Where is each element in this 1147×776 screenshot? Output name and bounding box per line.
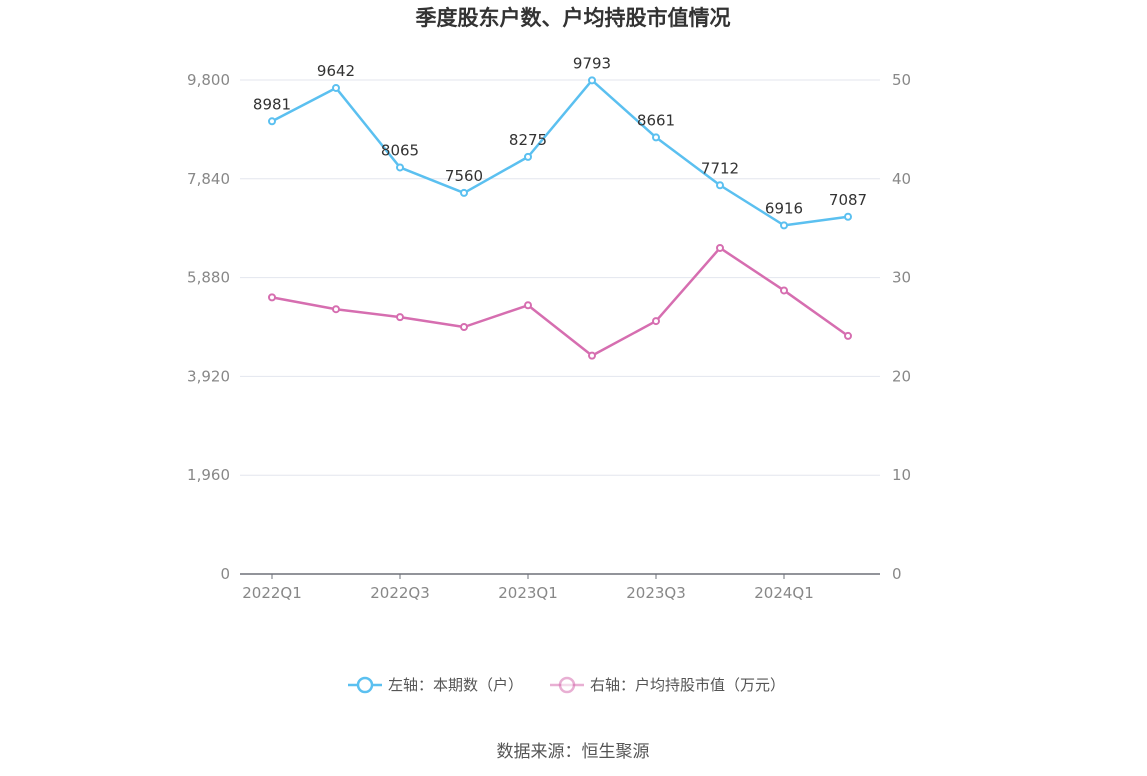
y-left-tick-label: 5,880 [187,269,230,287]
y-right-tick-label: 20 [892,367,911,385]
x-tick-label: 2022Q1 [242,584,302,602]
legend: 左轴：本期数（户） 右轴：户均持股市值（万元） [348,676,785,694]
series-line-2 [271,246,849,357]
data-label: 8275 [509,131,547,149]
data-label: 7087 [829,191,867,209]
data-point-1 [844,212,852,221]
y-right-tick-label: 30 [892,269,911,287]
x-tick-label: 2023Q3 [626,584,686,602]
legend-marker-2 [558,676,576,694]
data-label: 7712 [701,159,739,177]
y-right-tick-label: 50 [892,71,911,89]
y-left-tick-label: 3,920 [187,367,230,385]
data-point-2 [524,301,532,310]
series [268,76,852,360]
data-label: 6916 [765,199,803,217]
data-point-2 [332,305,340,314]
data-point-1 [588,76,596,85]
data-point-1 [780,221,788,230]
data-point-1 [396,163,404,172]
grid-lines [240,79,880,476]
data-point-2 [396,313,404,322]
data-point-1 [652,133,660,142]
y-left-tick-label: 1,960 [187,466,230,484]
y-left-tick-label: 0 [220,565,230,583]
y-right-tick-label: 0 [892,565,902,583]
data-point-1 [716,181,724,190]
y-left-tick-label: 9,800 [187,71,230,89]
series-line-1 [271,79,849,227]
legend-label-2: 右轴：户均持股市值（万元） [590,676,785,694]
data-point-2 [268,293,276,302]
axes: 0 0 1,960 10 3,920 20 5,880 30 7,840 40 9,800 50 202… [187,71,911,602]
data-point-2 [844,331,852,340]
data-label: 8065 [381,141,419,159]
chart-title: 季度股东户数、户均持股市值情况 [416,6,731,30]
x-tick-label: 2022Q3 [370,584,430,602]
data-point-1 [332,83,340,92]
data-labels: 8981 9642 8065 7560 8275 9793 8661 7712 6916 7087 [253,54,867,217]
data-label: 9793 [573,54,611,72]
y-right-tick-label: 10 [892,466,911,484]
data-point-1 [460,188,468,197]
legend-label-1: 左轴：本期数（户） [388,676,523,694]
data-label: 7560 [445,167,483,185]
data-point-2 [652,317,660,326]
data-point-2 [716,243,724,252]
data-point-2 [588,351,596,360]
x-tick-label: 2024Q1 [754,584,814,602]
data-label: 9642 [317,62,355,80]
data-label: 8981 [253,95,291,113]
data-point-2 [780,286,788,295]
data-point-1 [524,152,532,161]
y-right-tick-label: 40 [892,170,911,188]
data-point-1 [268,117,276,126]
source-text: 数据来源：恒生聚源 [497,742,650,762]
data-label: 8661 [637,111,675,129]
legend-marker-1 [356,676,374,694]
x-tick-label: 2023Q1 [498,584,558,602]
y-left-tick-label: 7,840 [187,170,230,188]
data-point-2 [460,323,468,331]
